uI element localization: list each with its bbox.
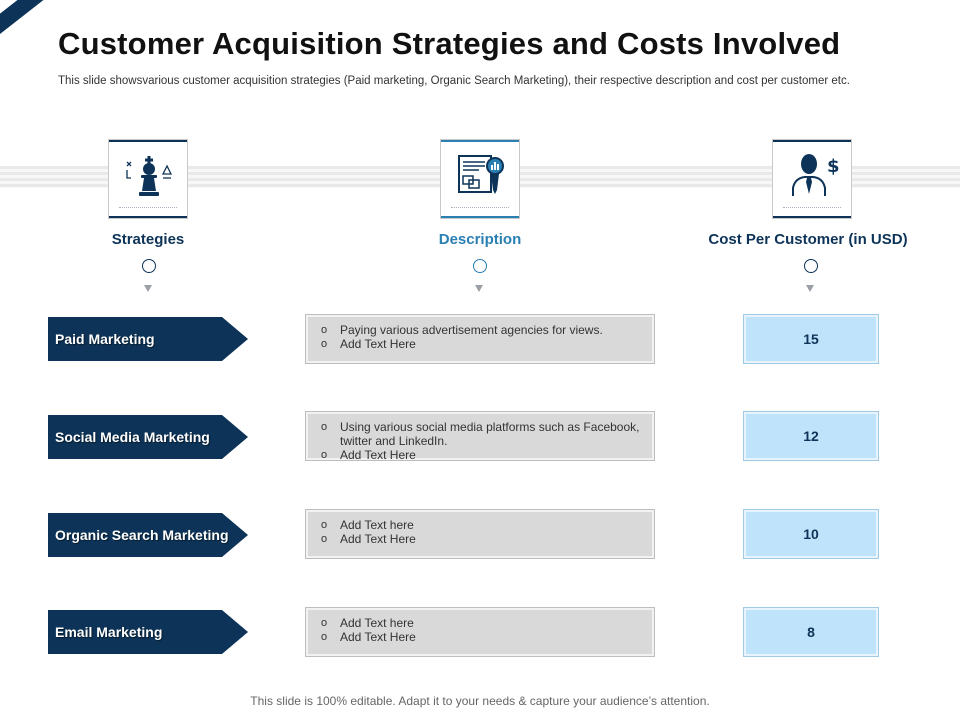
cost-value: 12: [743, 411, 879, 461]
column-header-description: Description: [438, 231, 522, 248]
description-box: Using various social media platforms suc…: [305, 411, 655, 462]
cost-value: 8: [743, 607, 879, 657]
footer-note: This slide is 100% editable. Adapt it to…: [250, 694, 710, 708]
page-title: Customer Acquisition Strategies and Cost…: [58, 26, 841, 61]
cost-value: 15: [743, 314, 879, 364]
report-magnifier-icon: [458, 155, 504, 194]
strategies-icon-box: [108, 139, 188, 219]
column-header-cost: Cost Per Customer (in USD): [708, 231, 908, 248]
description-item: Add Text here: [318, 616, 642, 630]
description-box: Add Text here Add Text Here: [305, 607, 655, 657]
strategy-label: Email Marketing: [48, 610, 248, 654]
description-item: Using various social media platforms suc…: [318, 420, 642, 448]
description-icon-box: [440, 139, 520, 219]
cost-value: 10: [743, 509, 879, 559]
cost-icon-box: $: [772, 139, 852, 219]
page-subtitle: This slide showsvarious customer acquisi…: [58, 75, 850, 87]
down-arrow-icon: [806, 285, 814, 292]
description-box: Paying various advertisement agencies fo…: [305, 314, 655, 364]
description-item: Add Text Here: [318, 448, 642, 462]
description-box: Add Text here Add Text Here: [305, 509, 655, 559]
connector-circle: [142, 259, 156, 273]
down-arrow-icon: [475, 285, 483, 292]
chess-strategy-icon: [126, 156, 173, 196]
strategy-label: Organic Search Marketing: [48, 513, 248, 557]
down-arrow-icon: [144, 285, 152, 292]
strategy-label: Social Media Marketing: [48, 415, 248, 459]
description-item: Add Text here: [318, 518, 642, 532]
description-item: Add Text Here: [318, 630, 642, 644]
connector-circle: [804, 259, 818, 273]
description-item: Add Text Here: [318, 337, 642, 351]
corner-decoration: [0, 0, 60, 60]
businessman-dollar-icon: $: [792, 154, 839, 196]
strategy-label: Paid Marketing: [48, 317, 248, 361]
description-item: Add Text Here: [318, 532, 642, 546]
svg-text:$: $: [827, 156, 839, 177]
connector-circle: [473, 259, 487, 273]
description-item: Paying various advertisement agencies fo…: [318, 323, 642, 337]
column-header-strategies: Strategies: [111, 231, 185, 248]
